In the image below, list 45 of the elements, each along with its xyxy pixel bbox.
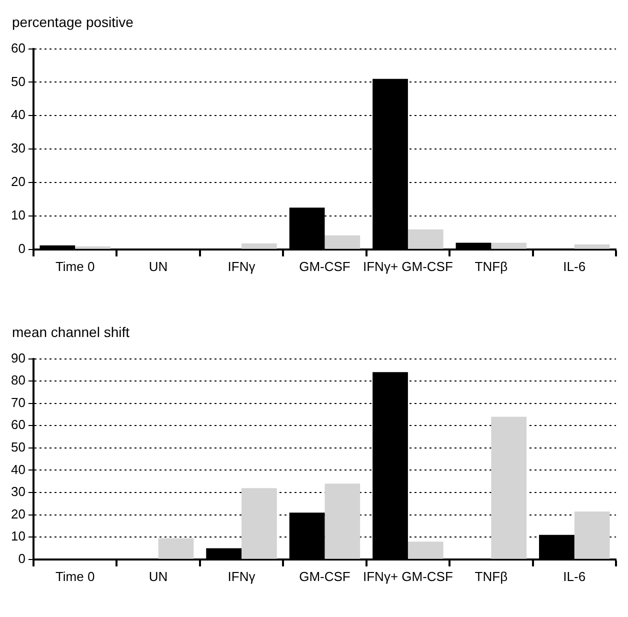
y-tick-label: 0 <box>18 550 26 566</box>
y-tick-label: 90 <box>10 350 26 366</box>
x-tick-label: Time 0 <box>55 568 95 584</box>
y-tick-label: 30 <box>10 140 26 156</box>
x-tick-label: IFNγ <box>228 258 256 274</box>
y-tick-label: 50 <box>10 74 26 89</box>
bar <box>491 416 527 559</box>
x-tick-label: IFNγ+ GM-CSF <box>362 568 453 584</box>
y-tick-label: 60 <box>10 40 26 56</box>
y-tick-label: 20 <box>10 506 26 522</box>
bar <box>408 542 444 559</box>
x-tick-label: IL-6 <box>563 568 586 584</box>
y-tick-label: 80 <box>10 372 26 388</box>
bar <box>324 484 360 559</box>
y-tick-label: 60 <box>10 417 26 432</box>
x-tick-label: UN <box>148 258 168 274</box>
y-tick-label: 40 <box>10 107 26 122</box>
y-tick-label: 30 <box>10 484 26 500</box>
x-tick-label: GM-CSF <box>299 568 350 584</box>
bar <box>75 246 110 249</box>
bar <box>574 244 610 249</box>
bar <box>242 243 277 249</box>
y-axis-title: mean channel shift <box>11 323 131 342</box>
x-tick-label: IFNγ <box>228 568 256 584</box>
x-tick-label: GM-CSF <box>299 258 350 274</box>
bar <box>158 538 194 559</box>
bar <box>491 242 527 249</box>
x-tick-label: IFNγ+ GM-CSF <box>362 258 453 274</box>
y-axis-title: percentage positive <box>11 13 134 32</box>
y-tick-label: 50 <box>10 440 26 455</box>
bar <box>242 488 277 559</box>
x-tick-label: UN <box>148 568 168 584</box>
bar <box>324 235 360 249</box>
y-tick-label: 70 <box>10 394 26 410</box>
x-tick-label: TNFβ <box>474 568 508 584</box>
y-tick-label: 40 <box>10 462 26 477</box>
x-tick-label: TNFβ <box>474 258 508 274</box>
x-tick-label: Time 0 <box>55 258 95 274</box>
y-tick-label: 10 <box>10 528 26 544</box>
y-tick-label: 10 <box>10 208 26 223</box>
bar <box>574 511 610 559</box>
x-tick-label: IL-6 <box>563 258 586 274</box>
y-tick-label: 20 <box>10 174 26 190</box>
bar <box>408 229 444 249</box>
y-tick-label: 0 <box>18 240 26 256</box>
